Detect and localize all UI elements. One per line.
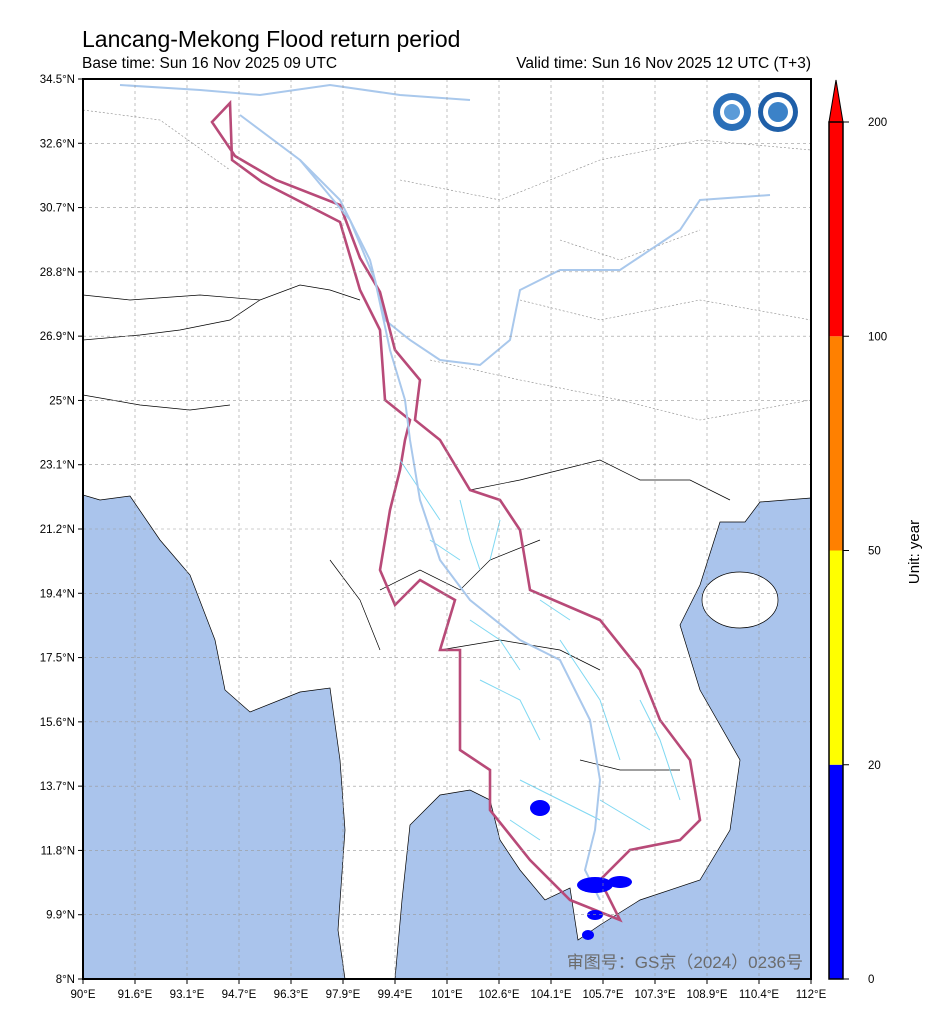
colorbar-tick-label: 0 [868, 974, 874, 986]
watermark: 审图号：GS京（2024）0236号 [567, 953, 803, 972]
colorbar-tick-label: 20 [868, 760, 881, 772]
lon-tick-label: 104.1°E [530, 989, 571, 1001]
lon-tick-label: 110.4°E [739, 989, 780, 1001]
lon-tick-label: 105.7°E [582, 989, 623, 1001]
lon-tick-label: 96.3°E [274, 989, 309, 1001]
lat-tick-label: 21.2°N [40, 524, 75, 536]
mekong-mainstream [239, 114, 602, 901]
lat-tick-label: 28.8°N [40, 267, 75, 279]
flood-areas [530, 800, 632, 940]
lat-tick-label: 34.5°N [40, 74, 75, 86]
lon-tick-label: 94.7°E [222, 989, 257, 1001]
china-provinces [83, 109, 811, 421]
lat-tick-label: 32.6°N [40, 138, 75, 150]
colorbar-tick-label: 100 [868, 331, 887, 343]
ocean-west [83, 494, 346, 979]
lat-tick-label: 26.9°N [40, 331, 75, 343]
gridlines [83, 79, 811, 979]
lat-tick-label: 17.5°N [40, 653, 75, 665]
basin-outline [210, 99, 702, 923]
colorbar-segment [829, 550, 843, 765]
lon-tick-label: 108.9°E [686, 989, 727, 1001]
ocean-east [394, 497, 811, 979]
colorbar-segment [829, 764, 843, 979]
tributaries [399, 459, 681, 841]
valid-time: Valid time: Sun 16 Nov 2025 12 UTC (T+3) [516, 55, 811, 72]
lon-tick-label: 90°E [70, 989, 95, 1001]
colorbar-segment [829, 336, 843, 551]
lon-tick-label: 101°E [431, 989, 463, 1001]
yangtze-river [119, 83, 771, 367]
lon-tick-label: 112°E [796, 989, 827, 1001]
base-time: Base time: Sun 16 Nov 2025 09 UTC [82, 55, 338, 72]
colorbar: 0 20 50 100 200 [828, 79, 887, 986]
lon-tick-label: 91.6°E [118, 989, 153, 1001]
lat-tick-label: 9.9°N [46, 910, 75, 922]
lat-tick-label: 23.1°N [40, 460, 75, 472]
lon-tick-label: 93.1°E [170, 989, 205, 1001]
wmo-logo [713, 93, 751, 131]
colorbar-tick-label: 200 [868, 117, 887, 129]
map-title: Lancang-Mekong Flood return period [82, 26, 461, 52]
lon-tick-label: 107.3°E [634, 989, 675, 1001]
hainan-island [701, 571, 779, 629]
colorbar-label: Unit: year [906, 520, 923, 584]
cma-logo [758, 92, 798, 132]
lat-tick-label: 30.7°N [40, 203, 75, 215]
lat-tick-label: 19.4°N [40, 588, 75, 600]
lat-tick-label: 13.7°N [40, 781, 75, 793]
lat-tick-label: 15.6°N [40, 717, 75, 729]
lon-tick-label: 97.9°E [326, 989, 361, 1001]
lon-tick-label: 99.4°E [378, 989, 413, 1001]
lat-tick-label: 11.8°N [41, 845, 75, 857]
lat-tick-label: 8°N [56, 974, 75, 986]
lon-tick-label: 102.6°E [478, 989, 519, 1001]
colorbar-segment [829, 122, 843, 337]
lat-tick-label: 25°N [49, 395, 75, 407]
colorbar-tick-label: 50 [868, 546, 881, 558]
colorbar-extend-arrow [828, 79, 844, 123]
